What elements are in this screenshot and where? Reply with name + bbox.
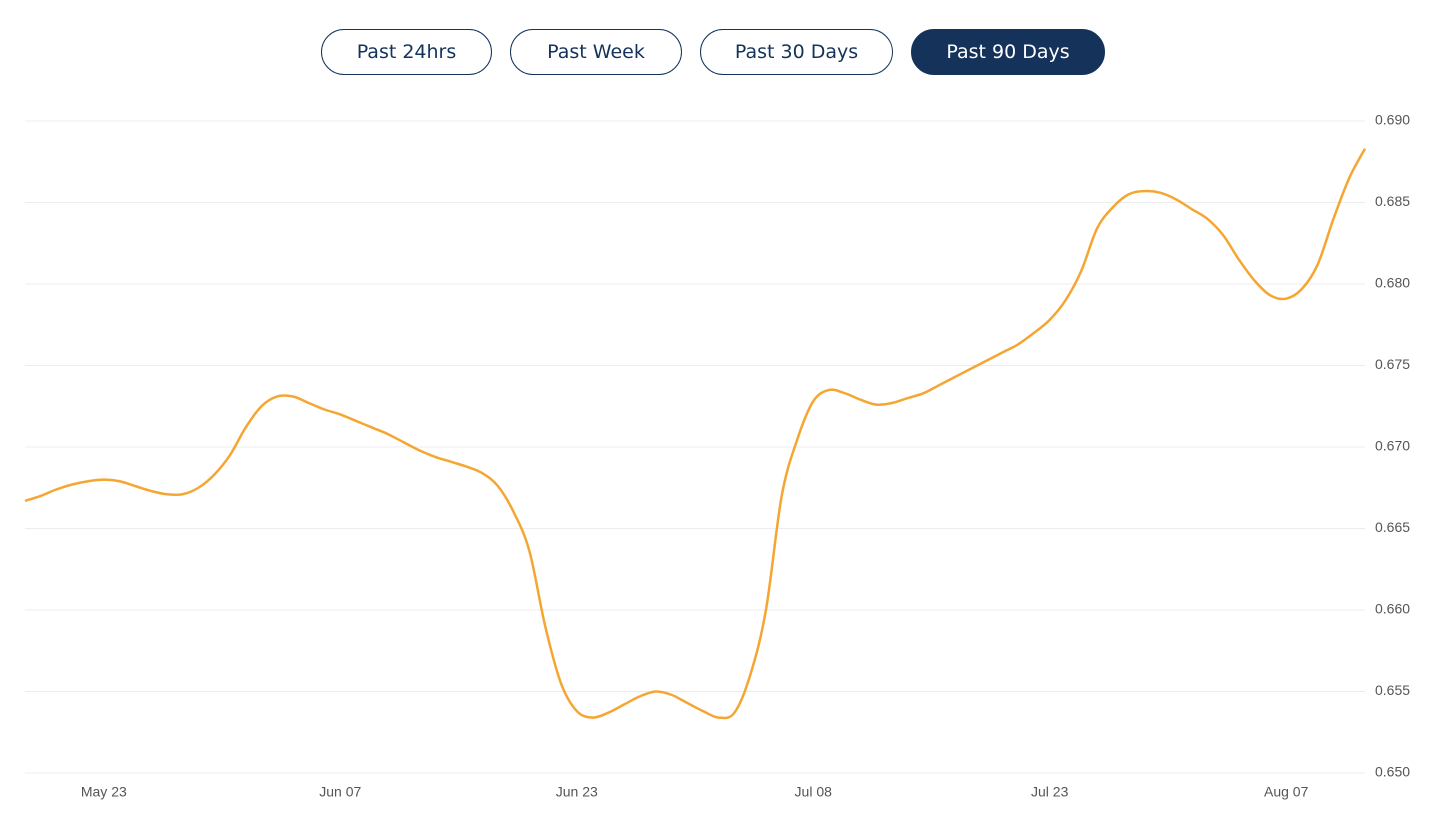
range-button[interactable]: Past 24hrs bbox=[321, 29, 492, 75]
y-tick-label: 0.665 bbox=[1375, 519, 1410, 535]
y-tick-label: 0.660 bbox=[1375, 601, 1410, 617]
price-line bbox=[24, 148, 1367, 720]
x-tick-label: May 23 bbox=[81, 784, 127, 800]
y-tick-label: 0.680 bbox=[1375, 275, 1410, 291]
x-tick-label: Jul 23 bbox=[1031, 784, 1069, 800]
x-tick-label: Aug 07 bbox=[1264, 784, 1309, 800]
range-button[interactable]: Past Week bbox=[510, 29, 682, 75]
x-tick-label: Jul 08 bbox=[795, 784, 833, 800]
y-tick-label: 0.650 bbox=[1375, 764, 1410, 780]
x-tick-label: Jun 07 bbox=[319, 784, 361, 800]
y-tick-label: 0.690 bbox=[1375, 112, 1410, 128]
x-tick-label: Jun 23 bbox=[556, 784, 598, 800]
y-tick-label: 0.685 bbox=[1375, 193, 1410, 209]
range-button[interactable]: Past 30 Days bbox=[700, 29, 893, 75]
y-tick-label: 0.670 bbox=[1375, 438, 1410, 454]
range-button[interactable]: Past 90 Days bbox=[911, 29, 1105, 75]
y-tick-label: 0.655 bbox=[1375, 682, 1410, 698]
y-tick-label: 0.675 bbox=[1375, 356, 1410, 372]
